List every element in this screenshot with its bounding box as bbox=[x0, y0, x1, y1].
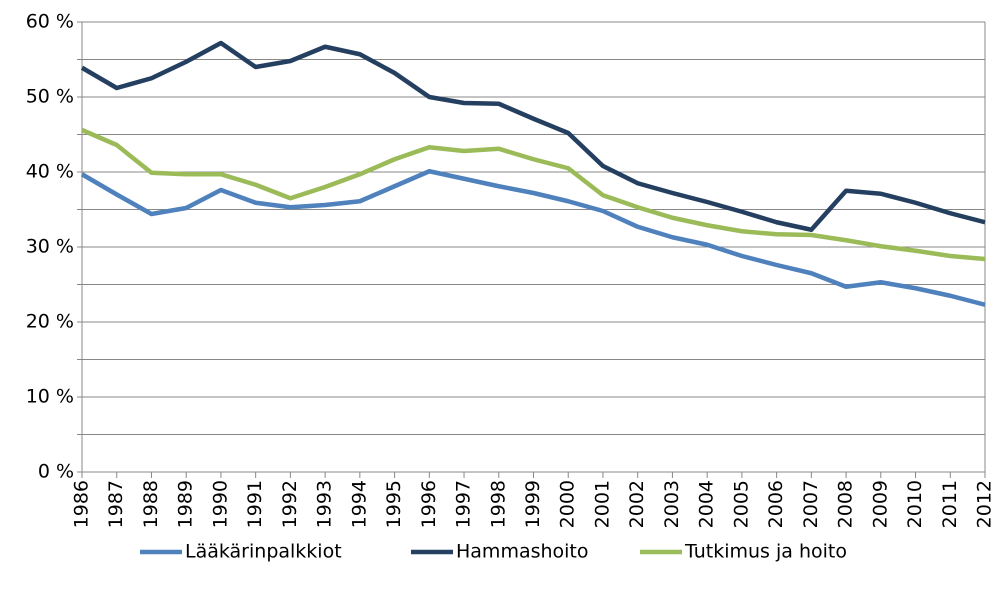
line-series bbox=[81, 127, 986, 262]
x-tick-label: 1986 bbox=[71, 480, 93, 528]
x-tick-label: 2006 bbox=[765, 480, 787, 528]
legend-label: Hammashoito bbox=[456, 541, 589, 563]
x-tick-label: 2001 bbox=[591, 480, 613, 528]
line-series bbox=[80, 169, 986, 307]
x-tick-label: 1992 bbox=[279, 480, 301, 528]
x-tick-label: 2009 bbox=[869, 480, 891, 528]
x-tick-label: 1998 bbox=[487, 480, 509, 528]
x-tick-label: 1994 bbox=[348, 480, 370, 528]
x-tick-label: 2008 bbox=[835, 480, 857, 528]
line-series bbox=[80, 40, 986, 232]
x-tick-label: 2007 bbox=[800, 480, 822, 528]
y-tick-label: 50 % bbox=[26, 86, 74, 108]
x-tick-label: 1995 bbox=[383, 480, 405, 528]
legend-label: Lääkärinpalkkiot bbox=[185, 541, 342, 563]
x-tick-label: 1989 bbox=[175, 480, 197, 528]
x-tick-label: 2010 bbox=[904, 480, 926, 528]
y-tick-label: 20 % bbox=[26, 311, 74, 333]
x-tick-label: 1990 bbox=[209, 480, 231, 528]
x-tick-label: 1996 bbox=[418, 480, 440, 528]
x-tick-label: 1999 bbox=[522, 480, 544, 528]
y-tick-label: 10 % bbox=[26, 386, 74, 408]
x-tick-label: 2004 bbox=[696, 480, 718, 528]
x-tick-label: 1993 bbox=[314, 480, 336, 528]
x-tick-label: 1987 bbox=[105, 480, 127, 528]
y-tick-label: 30 % bbox=[26, 236, 74, 258]
x-tick-label: 1997 bbox=[453, 480, 475, 528]
x-tick-label: 1991 bbox=[244, 480, 266, 528]
x-tick-label: 2003 bbox=[661, 480, 683, 528]
legend-label: Tutkimus ja hoito bbox=[684, 541, 847, 563]
x-tick-label: 2000 bbox=[557, 480, 579, 528]
x-tick-label: 2012 bbox=[974, 480, 996, 528]
y-tick-label: 40 % bbox=[26, 161, 74, 183]
x-tick-label: 2002 bbox=[626, 480, 648, 528]
x-tick-label: 2005 bbox=[730, 480, 752, 528]
y-tick-label: 60 % bbox=[26, 11, 74, 33]
x-tick-label: 2011 bbox=[939, 480, 961, 528]
y-tick-label: 0 % bbox=[38, 461, 74, 483]
x-tick-label: 1988 bbox=[140, 480, 162, 528]
